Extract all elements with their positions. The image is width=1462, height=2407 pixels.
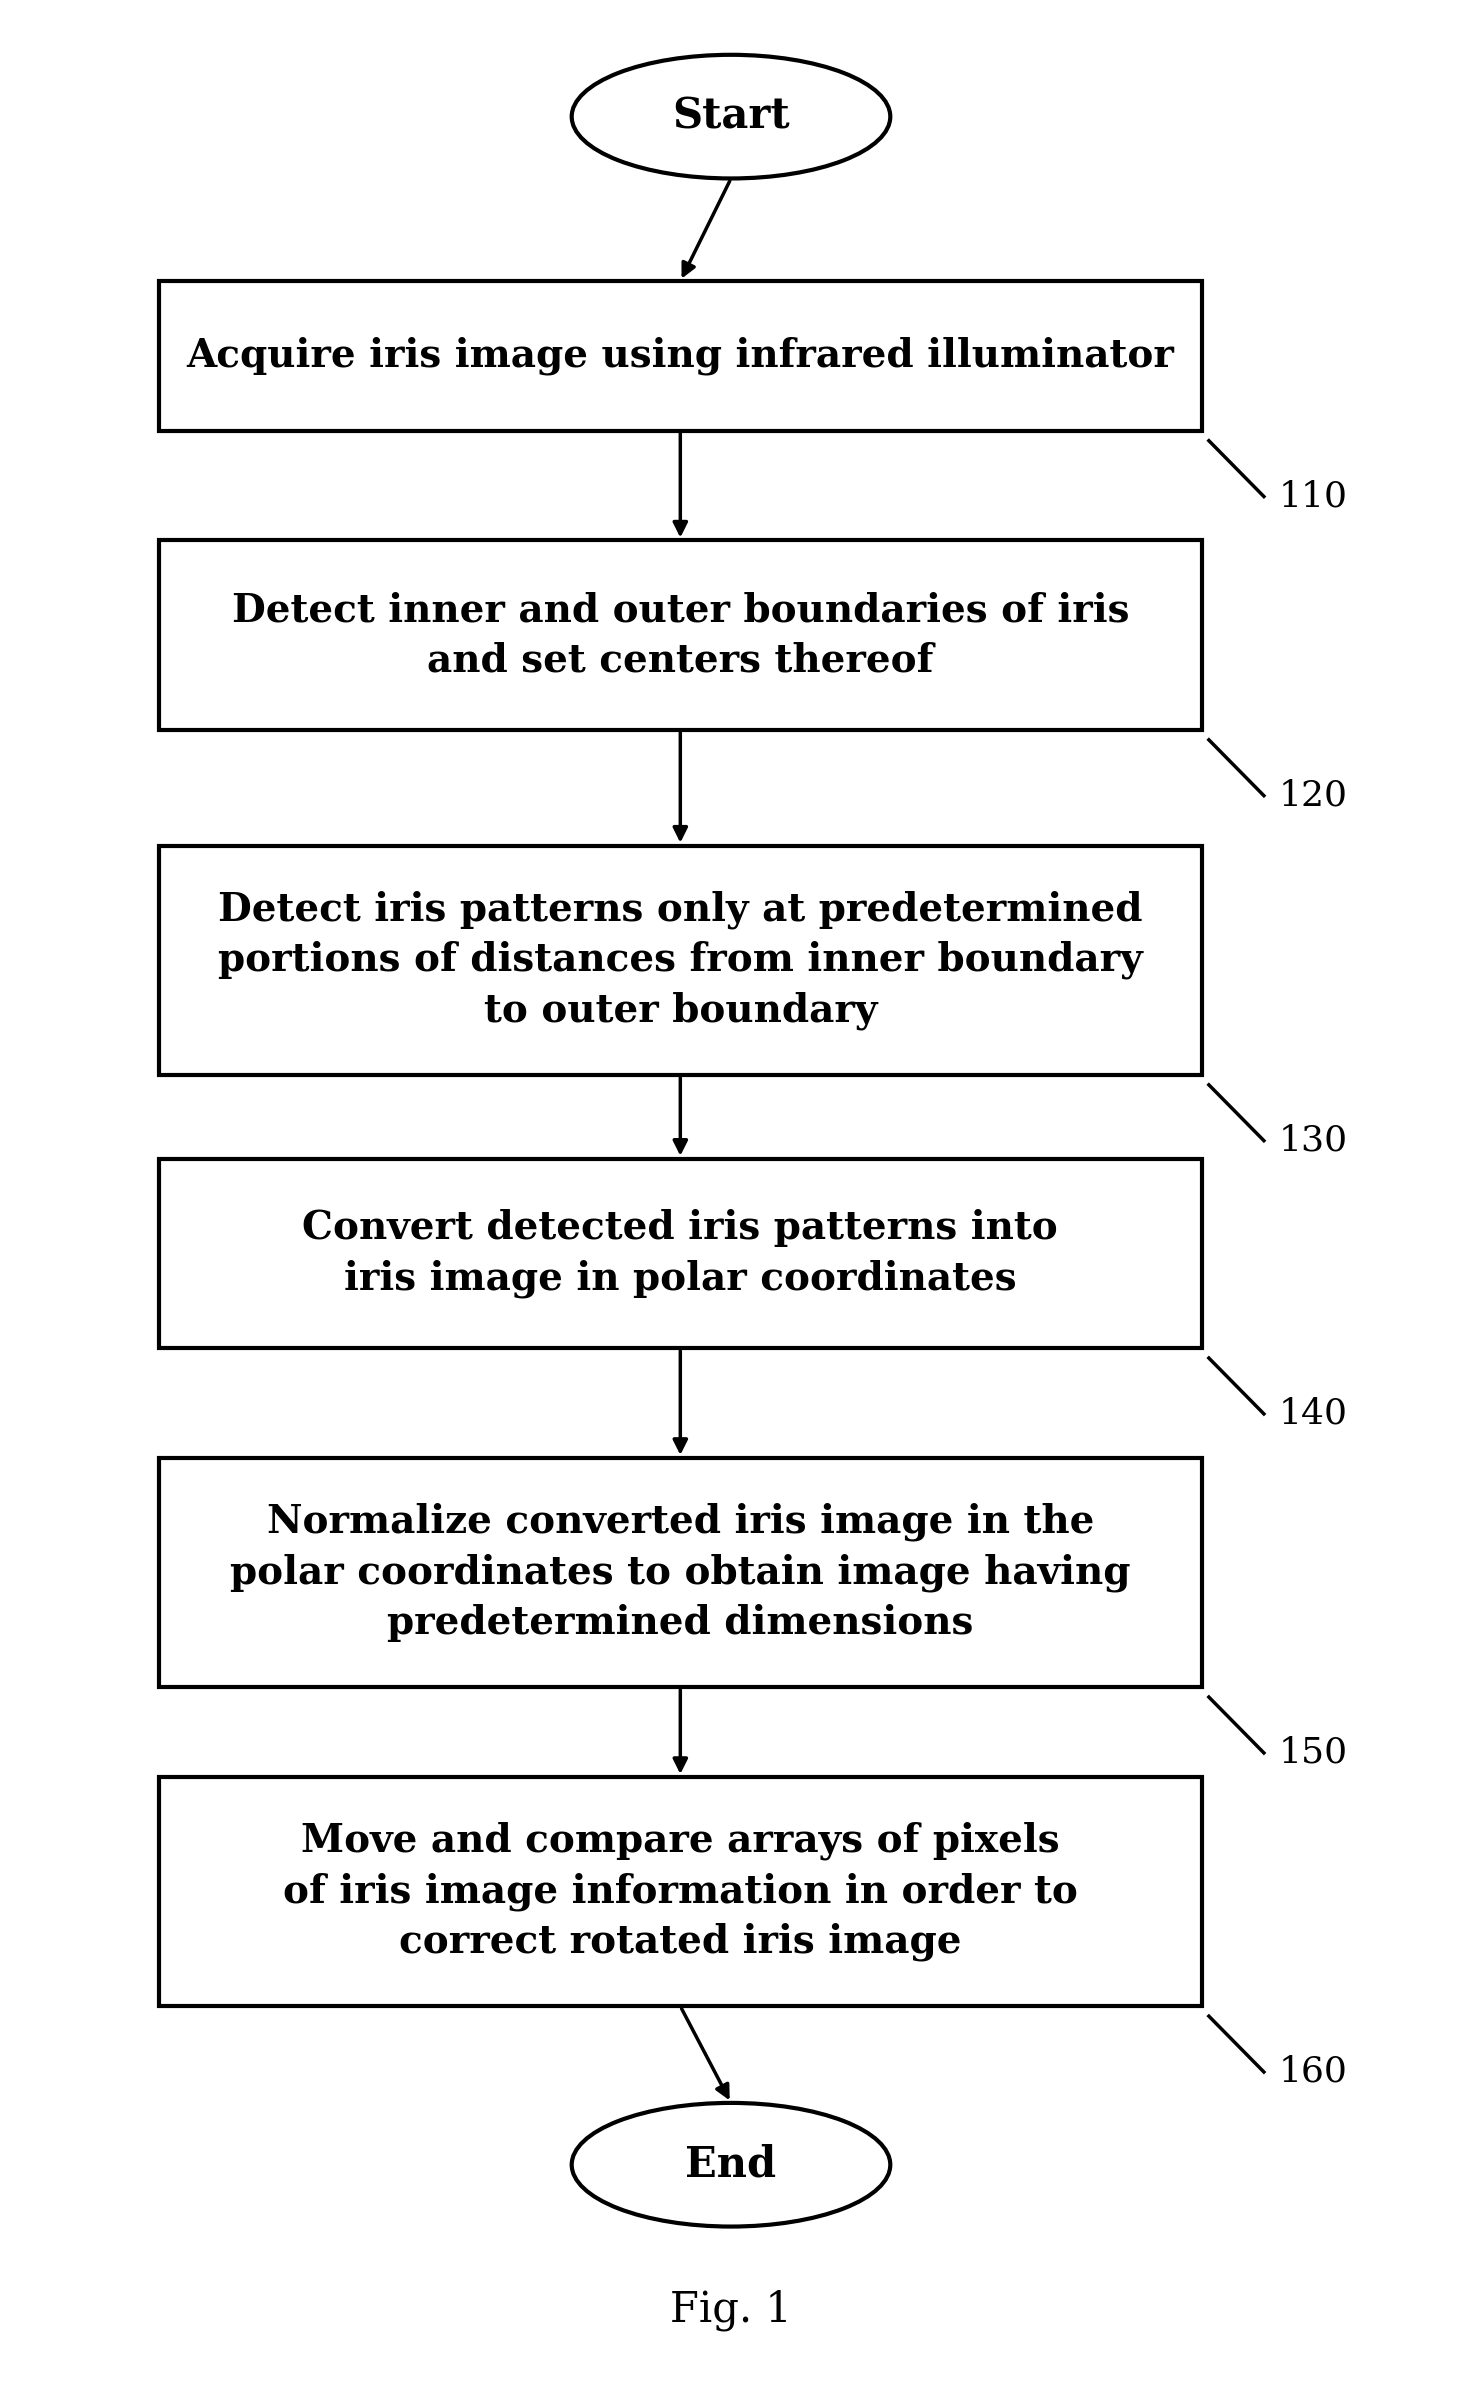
Text: Normalize converted iris image in the
polar coordinates to obtain image having
p: Normalize converted iris image in the po… — [230, 1502, 1130, 1642]
Text: 130: 130 — [1278, 1124, 1348, 1158]
Text: Start: Start — [673, 96, 789, 137]
Text: 140: 140 — [1278, 1396, 1348, 1430]
Text: 160: 160 — [1278, 2056, 1348, 2089]
Bar — [159, 1776, 1202, 2005]
Text: Acquire iris image using infrared illuminator: Acquire iris image using infrared illumi… — [186, 337, 1174, 375]
Text: 150: 150 — [1278, 1735, 1348, 1769]
Bar — [159, 1158, 1202, 1348]
Bar — [159, 1459, 1202, 1687]
Text: Detect iris patterns only at predetermined
portions of distances from inner boun: Detect iris patterns only at predetermin… — [218, 891, 1143, 1030]
Bar — [159, 542, 1202, 729]
Text: Fig. 1: Fig. 1 — [670, 2289, 792, 2332]
Text: 120: 120 — [1278, 780, 1348, 814]
Text: 110: 110 — [1278, 479, 1348, 513]
Text: Move and compare arrays of pixels
of iris image information in order to
correct : Move and compare arrays of pixels of iri… — [282, 1822, 1077, 1962]
Text: End: End — [686, 2145, 776, 2186]
Bar — [159, 845, 1202, 1076]
Bar — [159, 282, 1202, 431]
Ellipse shape — [572, 2104, 890, 2226]
Text: Convert detected iris patterns into
iris image in polar coordinates: Convert detected iris patterns into iris… — [303, 1208, 1058, 1297]
Ellipse shape — [572, 55, 890, 178]
Text: Detect inner and outer boundaries of iris
and set centers thereof: Detect inner and outer boundaries of iri… — [231, 592, 1129, 679]
